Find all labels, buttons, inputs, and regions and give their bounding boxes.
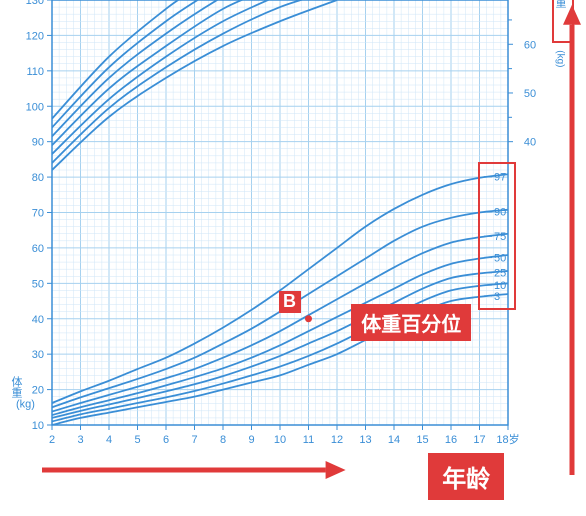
point-b-label-text: B [283,291,296,312]
svg-text:120: 120 [26,30,44,42]
svg-text:17: 17 [473,434,485,446]
svg-text:10: 10 [274,434,286,446]
svg-text:50: 50 [524,88,536,100]
svg-text:(kg): (kg) [555,50,566,67]
x-axis-label: 年龄 [428,453,504,500]
percentile-labels-highlight-box [478,162,516,310]
svg-text:12: 12 [331,434,343,446]
svg-text:40: 40 [32,314,44,326]
svg-text:5: 5 [134,434,140,446]
svg-text:13: 13 [359,434,371,446]
svg-text:体重: 体重 [10,374,23,397]
svg-text:50: 50 [32,278,44,290]
svg-text:60: 60 [524,39,536,51]
svg-text:6: 6 [163,434,169,446]
svg-text:70: 70 [32,208,44,220]
svg-text:30: 30 [32,349,44,361]
svg-text:7: 7 [191,434,197,446]
svg-text:100: 100 [26,101,44,113]
svg-text:20: 20 [32,385,44,397]
svg-text:2: 2 [49,434,55,446]
svg-text:9: 9 [248,434,254,446]
point-b-label: B [279,291,301,313]
svg-text:14: 14 [388,434,400,446]
svg-text:110: 110 [26,66,44,78]
svg-text:70: 70 [524,0,536,3]
svg-text:40: 40 [524,137,536,149]
svg-text:90: 90 [32,137,44,149]
svg-text:130: 130 [26,0,44,7]
svg-text:4: 4 [106,434,112,446]
svg-text:18岁: 18岁 [496,432,519,446]
svg-text:8: 8 [220,434,226,446]
svg-text:10: 10 [32,420,44,432]
svg-text:11: 11 [303,434,314,446]
svg-text:80: 80 [32,172,44,184]
svg-text:3: 3 [77,434,83,446]
percentile-box-label: 体重百分位 [351,304,471,341]
right-axis-label-highlight-box [552,0,574,43]
svg-text:16: 16 [445,434,457,446]
svg-text:60: 60 [32,243,44,255]
svg-text:(kg): (kg) [16,398,35,410]
svg-text:15: 15 [416,434,428,446]
